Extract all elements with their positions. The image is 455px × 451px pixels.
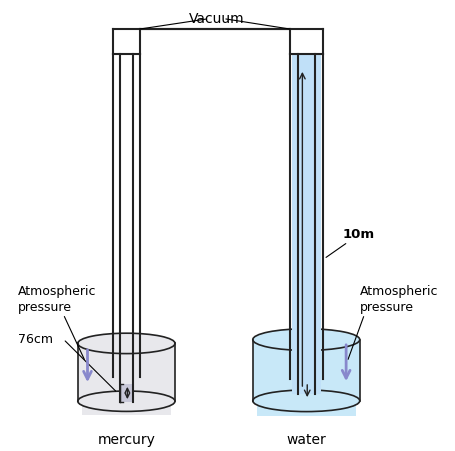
Bar [253,340,360,401]
Bar [81,375,171,415]
Ellipse shape [253,390,360,412]
Bar [120,384,133,402]
Text: Vacuum: Vacuum [188,12,244,26]
Ellipse shape [78,391,175,411]
Ellipse shape [78,333,175,354]
Text: Atmospheric
pressure: Atmospheric pressure [17,285,96,314]
Text: mercury: mercury [97,432,155,446]
Ellipse shape [253,329,360,350]
Text: Atmospheric
pressure: Atmospheric pressure [360,285,438,314]
Text: water: water [286,432,326,446]
Text: 10m: 10m [342,228,374,241]
Bar [78,344,175,401]
Bar [292,55,321,394]
Text: 76cm: 76cm [17,333,52,346]
Bar [257,374,356,416]
